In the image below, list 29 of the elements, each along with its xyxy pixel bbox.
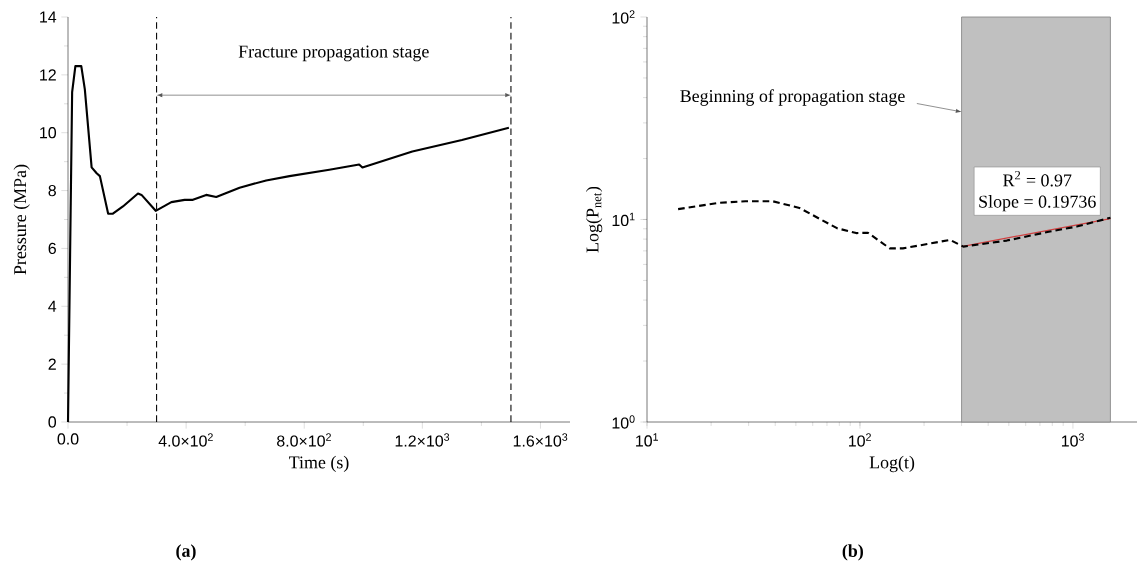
annotation: Fracture propagation stage [238,45,429,62]
x-tick-label: 10$^{3}$ [1061,433,1084,447]
text: (a) [176,544,196,561]
y-tick-label: 6 [48,242,56,255]
annotation: Beginning of propagation stage [680,89,905,106]
y-tick-label: 10$^{1}$ [612,212,635,227]
x-axis-title: Log(t) [869,455,915,473]
x-axis-title: Time (s) [289,455,349,473]
y-tick-label: 10$^{2}$ [612,10,635,24]
text: (b) [842,544,863,561]
y-tick-label: 12 [40,69,56,81]
x-tick-label: 10$^{2}$ [849,433,871,447]
x-tick-label: 4.0×10$^{2}$ [158,433,213,447]
y-axis-title: Log(P$_{net}$) [585,186,603,253]
y-tick-label: 2 [48,358,56,370]
x-tick-label: 1.6×10$^{3}$ [513,433,568,447]
x-tick-label: 10$^{1}$ [636,433,658,447]
annotation: Slope = 0.19736 [979,195,1096,212]
y-axis-title: Pressure (MPa) [13,164,30,275]
y-tick-label: 10 [40,127,57,139]
x-tick-label: 0.0 [57,433,79,445]
y-tick-label: 0 [48,416,57,428]
x-tick-label: 1.2×10$^{3}$ [395,433,450,447]
annotation: R$^{2}$ = 0.97 [1003,171,1072,187]
y-tick-label: 4 [48,300,57,312]
y-tick-label: 10$^{0}$ [612,415,635,429]
y-tick-label: 14 [40,11,57,23]
y-tick-label: 8 [48,184,56,197]
x-tick-label: 8.0×10$^{2}$ [277,433,331,447]
